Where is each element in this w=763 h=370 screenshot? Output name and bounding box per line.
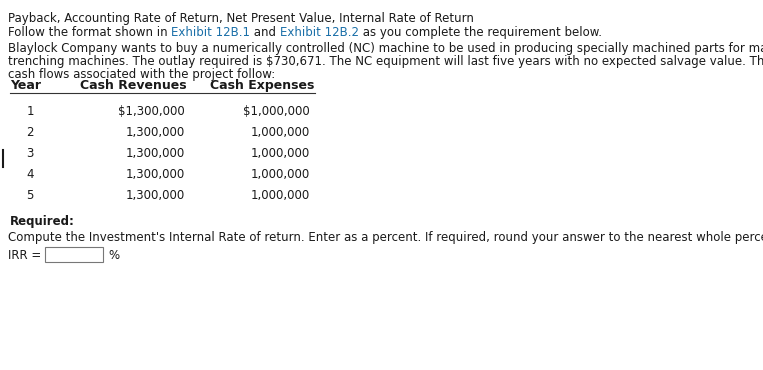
Text: as you complete the requirement below.: as you complete the requirement below. xyxy=(359,26,602,39)
Text: 1,000,000: 1,000,000 xyxy=(251,189,310,202)
Text: 1,000,000: 1,000,000 xyxy=(251,168,310,181)
Text: 4: 4 xyxy=(26,168,34,181)
Text: IRR =: IRR = xyxy=(8,249,45,262)
Text: 2: 2 xyxy=(26,126,34,139)
Text: Cash Expenses: Cash Expenses xyxy=(210,79,314,92)
Text: $1,300,000: $1,300,000 xyxy=(118,105,185,118)
Text: Compute the Investment's Internal Rate of return. Enter as a percent. If require: Compute the Investment's Internal Rate o… xyxy=(8,231,763,244)
Text: Cash Revenues: Cash Revenues xyxy=(80,79,187,92)
Text: Follow the format shown in: Follow the format shown in xyxy=(8,26,172,39)
Text: 3: 3 xyxy=(26,147,34,160)
Text: Payback, Accounting Rate of Return, Net Present Value, Internal Rate of Return: Payback, Accounting Rate of Return, Net … xyxy=(8,12,474,25)
Text: 1,300,000: 1,300,000 xyxy=(126,168,185,181)
Text: 5: 5 xyxy=(26,189,34,202)
Text: %: % xyxy=(108,249,119,262)
Text: cash flows associated with the project follow:: cash flows associated with the project f… xyxy=(8,68,275,81)
Text: 1: 1 xyxy=(26,105,34,118)
Text: trenching machines. The outlay required is $730,671. The NC equipment will last : trenching machines. The outlay required … xyxy=(8,55,763,68)
Text: 1,000,000: 1,000,000 xyxy=(251,147,310,160)
Text: Required:: Required: xyxy=(10,215,75,228)
Text: Exhibit 12B.2: Exhibit 12B.2 xyxy=(280,26,359,39)
Text: Year: Year xyxy=(10,79,41,92)
Text: 1,300,000: 1,300,000 xyxy=(126,126,185,139)
Text: $1,000,000: $1,000,000 xyxy=(243,105,310,118)
Text: 1,000,000: 1,000,000 xyxy=(251,126,310,139)
Text: and: and xyxy=(250,26,280,39)
Text: 1,300,000: 1,300,000 xyxy=(126,147,185,160)
Text: Blaylock Company wants to buy a numerically controlled (NC) machine to be used i: Blaylock Company wants to buy a numerica… xyxy=(8,42,763,55)
FancyBboxPatch shape xyxy=(45,247,103,262)
Text: 1,300,000: 1,300,000 xyxy=(126,189,185,202)
Text: Exhibit 12B.1: Exhibit 12B.1 xyxy=(172,26,250,39)
